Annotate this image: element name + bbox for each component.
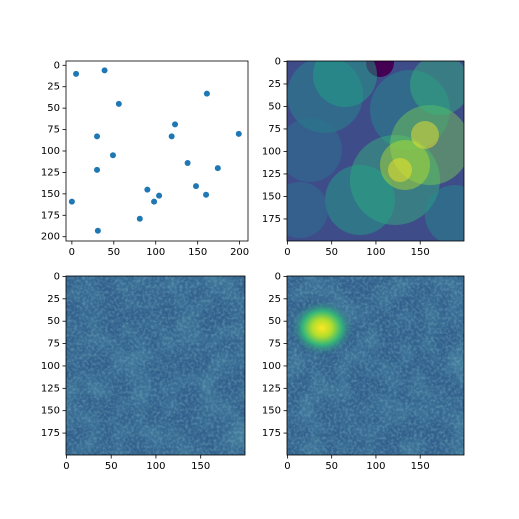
point [144, 186, 151, 193]
y-tick-label: 175 [41, 210, 60, 221]
y-tick-label: 100 [262, 146, 281, 157]
y-tick-label: 200 [41, 232, 60, 243]
point [168, 133, 175, 140]
x-tick-label: 50 [107, 247, 120, 258]
point [136, 215, 143, 222]
axes-frame [286, 275, 465, 456]
point [94, 133, 101, 140]
x-tick-label: 50 [105, 461, 118, 472]
x-tick-label: 150 [411, 247, 430, 258]
y-tick-label: 150 [41, 189, 60, 200]
y-tick-label: 125 [41, 167, 60, 178]
point [214, 165, 221, 172]
x-tick-label: 0 [69, 247, 75, 258]
point [115, 100, 122, 107]
y-tick-label: 75 [268, 124, 281, 135]
y-tick-label: 175 [262, 428, 281, 439]
x-tick-label: 0 [284, 247, 290, 258]
blob-image [287, 276, 464, 455]
y-tick-label: 75 [47, 125, 60, 136]
y-tick-label: 125 [41, 383, 60, 394]
x-tick-label: 100 [146, 247, 165, 258]
point [101, 67, 108, 74]
x-tick-label: 100 [366, 247, 385, 258]
y-tick-label: 75 [47, 339, 60, 350]
y-tick-label: 125 [262, 383, 281, 394]
point [68, 198, 75, 205]
y-tick-label: 50 [268, 316, 281, 327]
y-tick-label: 0 [54, 60, 60, 71]
y-tick-label: 100 [41, 146, 60, 157]
point [109, 152, 116, 159]
x-tick-label: 100 [366, 461, 385, 472]
y-tick-label: 0 [275, 271, 281, 282]
y-tick-label: 25 [268, 294, 281, 305]
y-tick-label: 175 [41, 428, 60, 439]
point [94, 227, 101, 234]
axes-frame [65, 275, 246, 456]
y-tick-label: 150 [262, 406, 281, 417]
y-tick-label: 75 [268, 339, 281, 350]
point [94, 166, 101, 173]
x-tick-label: 100 [146, 461, 165, 472]
y-tick-label: 25 [47, 294, 60, 305]
y-tick-label: 100 [262, 361, 281, 372]
y-tick-label: 0 [54, 271, 60, 282]
point [172, 121, 179, 128]
point [184, 160, 191, 166]
x-tick-label: 150 [191, 461, 210, 472]
x-tick-label: 150 [411, 461, 430, 472]
axes-frame [286, 60, 465, 242]
y-tick-label: 25 [47, 82, 60, 93]
y-tick-label: 0 [275, 56, 281, 67]
point [73, 70, 80, 77]
y-tick-label: 150 [41, 406, 60, 417]
y-tick-label: 175 [262, 214, 281, 225]
point [156, 192, 163, 199]
point [203, 191, 210, 198]
x-tick-label: 200 [230, 247, 249, 258]
y-tick-label: 125 [262, 169, 281, 180]
x-tick-label: 150 [188, 247, 207, 258]
y-tick-label: 50 [268, 101, 281, 112]
y-tick-label: 150 [262, 191, 281, 202]
point [193, 183, 199, 190]
y-tick-label: 25 [268, 79, 281, 90]
noise-image [66, 276, 245, 455]
x-tick-label: 0 [284, 461, 290, 472]
point [151, 198, 158, 205]
y-tick-label: 50 [47, 103, 60, 114]
point [203, 90, 210, 97]
circles-image [287, 61, 464, 241]
x-tick-label: 50 [325, 461, 338, 472]
y-tick-label: 100 [41, 361, 60, 372]
point [235, 130, 242, 137]
y-tick-label: 50 [47, 316, 60, 327]
x-tick-label: 0 [63, 461, 69, 472]
x-tick-label: 50 [325, 247, 338, 258]
